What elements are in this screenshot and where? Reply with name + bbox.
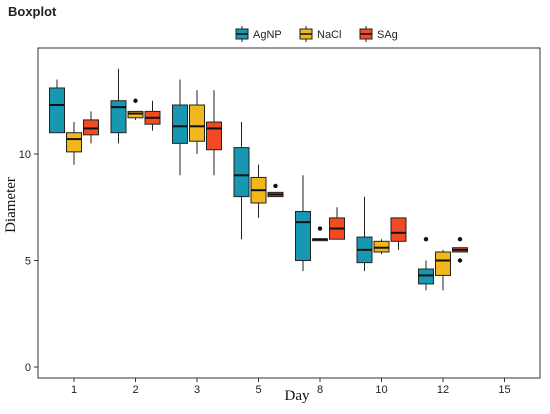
- plot-panel-border: [37, 47, 541, 379]
- legend-item-sag: SAg: [359, 26, 398, 42]
- box-nacl-day-5: [250, 164, 267, 218]
- outlier-point: [457, 258, 463, 263]
- legend-label: NaCl: [317, 29, 341, 41]
- series-agnp: [49, 68, 434, 291]
- x-tick-label: 15: [498, 384, 510, 396]
- legend-label: AgNP: [253, 29, 282, 41]
- y-tick-label: 5: [25, 256, 31, 268]
- box-nacl-day-2: [127, 98, 144, 120]
- box-agnp-day-1: [49, 79, 65, 134]
- box-iqr: [110, 100, 127, 134]
- x-tick-label: 3: [194, 384, 200, 396]
- x-tick-label: 1: [71, 384, 77, 396]
- box-nacl-day-3: [189, 90, 205, 154]
- box-agnp-day-10: [356, 196, 373, 272]
- x-axis-label: Day: [285, 388, 310, 404]
- box-agnp-day-2: [110, 68, 127, 144]
- box-iqr: [233, 147, 250, 198]
- box-iqr: [373, 240, 390, 253]
- legend-item-nacl: NaCl: [299, 26, 341, 42]
- box-agnp-day-3: [172, 79, 188, 176]
- box-iqr: [49, 87, 65, 134]
- outlier-point: [133, 98, 138, 103]
- legend-item-agnp: AgNP: [235, 26, 282, 42]
- box-nacl-day-10: [373, 239, 390, 255]
- chart-title: Boxplot: [8, 4, 57, 19]
- outlier-point: [317, 226, 323, 231]
- boxes: [49, 68, 468, 291]
- outlier-point: [457, 237, 463, 242]
- box-iqr: [206, 121, 222, 151]
- legend: AgNP NaCl SAg: [235, 26, 398, 42]
- box-iqr: [127, 110, 144, 119]
- legend-label: SAg: [377, 29, 398, 41]
- box-iqr: [189, 104, 205, 142]
- box-sag-day-2: [144, 100, 161, 131]
- outlier-point: [273, 183, 278, 189]
- y-tick-label: 0: [25, 362, 31, 374]
- box-sag-day-8: [329, 207, 345, 240]
- x-tick-label: 10: [375, 384, 387, 396]
- box-iqr: [295, 211, 311, 261]
- box-iqr: [418, 268, 434, 285]
- x-tick-label: 2: [132, 384, 138, 396]
- series-sag: [83, 90, 468, 263]
- x-tick-label: 12: [437, 384, 449, 396]
- box-sag-day-12: [452, 237, 468, 263]
- x-tick-label: 5: [255, 384, 261, 396]
- box-iqr: [435, 251, 451, 276]
- box-sag-day-1: [83, 111, 99, 144]
- box-agnp-day-12: [418, 237, 434, 291]
- box-sag-day-3: [206, 90, 222, 176]
- box-iqr: [172, 104, 188, 144]
- box-nacl-day-12: [435, 249, 451, 291]
- series-nacl: [66, 90, 451, 291]
- box-iqr: [83, 119, 99, 136]
- x-tick-label: 8: [317, 384, 323, 396]
- box-sag-day-5: [267, 183, 284, 198]
- box-iqr: [66, 132, 82, 153]
- box-nacl-day-8: [312, 226, 328, 242]
- box-sag-day-10: [390, 217, 407, 250]
- outlier-point: [423, 237, 429, 242]
- box-agnp-day-5: [233, 122, 250, 240]
- y-axis-label: Diameter: [3, 177, 19, 233]
- box-nacl-day-1: [66, 122, 82, 165]
- box-agnp-day-8: [295, 175, 311, 272]
- y-tick-label: 10: [19, 149, 31, 161]
- box-iqr: [390, 217, 407, 242]
